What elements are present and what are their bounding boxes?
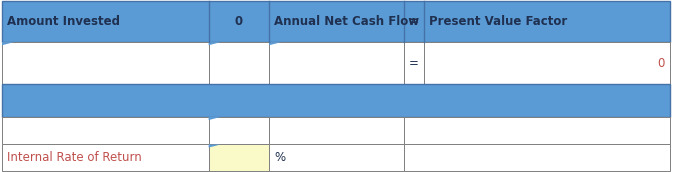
Bar	[269, 144, 404, 171]
Bar	[404, 117, 670, 144]
Polygon shape	[209, 42, 221, 45]
Text: Amount Invested: Amount Invested	[7, 15, 120, 28]
Bar	[404, 42, 424, 84]
Polygon shape	[209, 144, 221, 148]
Polygon shape	[209, 117, 221, 120]
Text: 0: 0	[657, 57, 664, 70]
Bar	[424, 42, 670, 84]
Bar	[2, 1, 670, 42]
Bar	[2, 42, 209, 84]
Bar	[269, 117, 404, 144]
Text: =: =	[409, 57, 419, 70]
Bar	[209, 42, 269, 84]
Bar	[2, 144, 209, 171]
Text: %: %	[274, 151, 285, 164]
Polygon shape	[2, 42, 14, 45]
Bar	[2, 117, 209, 144]
Bar	[404, 144, 670, 171]
Text: Internal Rate of Return: Internal Rate of Return	[7, 151, 141, 164]
Text: Present Value Factor: Present Value Factor	[429, 15, 567, 28]
Polygon shape	[269, 42, 281, 45]
Bar	[2, 84, 670, 117]
Text: =: =	[409, 15, 419, 28]
Text: 0: 0	[235, 15, 243, 28]
Bar	[209, 144, 269, 171]
Text: Annual Net Cash Flow: Annual Net Cash Flow	[274, 15, 419, 28]
Bar	[209, 117, 269, 144]
Bar	[269, 42, 404, 84]
